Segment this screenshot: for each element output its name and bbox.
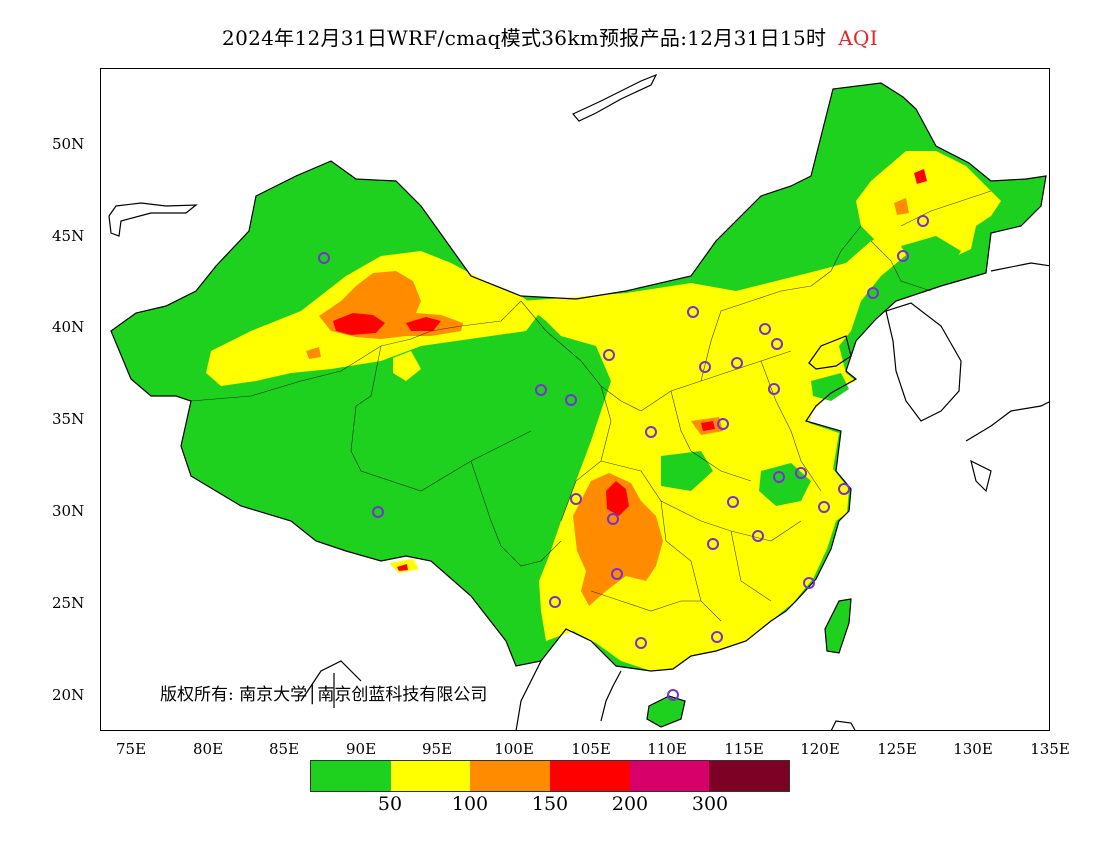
station-marker: [752, 530, 764, 542]
lat-tick-label: 45N: [52, 227, 85, 245]
region-orange-small-1: [306, 347, 321, 359]
station-marker: [607, 513, 619, 525]
station-marker: [535, 384, 547, 396]
region-red-northeast: [914, 169, 927, 184]
station-marker: [707, 538, 719, 550]
lon-tick-label: 90E: [345, 740, 377, 758]
aqi-map: [108, 73, 1049, 730]
coastlines: [108, 73, 1049, 730]
station-marker: [768, 383, 780, 395]
lon-tick-label: 80E: [192, 740, 224, 758]
station-marker: [687, 306, 699, 318]
station-marker: [773, 471, 785, 483]
legend-swatch-moderate: [390, 761, 471, 791]
region-green-patch-1: [759, 463, 811, 506]
region-red-xinjiang-1: [333, 313, 385, 335]
lat-tick-label: 20N: [52, 686, 85, 704]
station-marker: [838, 483, 850, 495]
legend-label: 150: [531, 793, 569, 815]
legend-swatch-usg: [470, 761, 551, 791]
station-markers: [318, 215, 929, 701]
region-orange-sichuan: [573, 473, 663, 606]
lon-tick-label: 125E: [877, 740, 917, 758]
copyright-text: 版权所有: 南京大学│南京创蓝科技有限公司: [160, 685, 488, 705]
station-marker: [645, 426, 657, 438]
map-frame: [100, 68, 1050, 731]
lon-tick-label: 105E: [571, 740, 611, 758]
station-marker: [917, 215, 929, 227]
legend-label: 100: [451, 793, 489, 815]
station-marker: [570, 493, 582, 505]
color-legend: [310, 760, 790, 792]
legend-swatch-hazardous: [709, 761, 790, 791]
station-marker: [727, 496, 739, 508]
lon-tick-label: 115E: [724, 740, 764, 758]
region-yellow-northeast: [856, 151, 1001, 261]
station-marker: [372, 506, 384, 518]
station-marker: [635, 637, 647, 649]
title-variable: AQI: [838, 26, 878, 50]
region-green-hainan: [647, 696, 685, 727]
station-marker: [771, 338, 783, 350]
lat-tick-label: 30N: [52, 502, 85, 520]
legend-label: 50: [377, 793, 403, 815]
province-borders: [190, 190, 992, 622]
lat-tick-label: 25N: [52, 594, 85, 612]
lat-tick-label: 50N: [52, 135, 85, 153]
title-text: 2024年12月31日WRF/cmaq模式36km预报产品:12月31日15时: [222, 26, 827, 50]
legend-swatch-good: [311, 761, 391, 791]
station-marker: [759, 323, 771, 335]
legend-swatch-very-unhealthy: [629, 761, 710, 791]
station-marker: [803, 577, 815, 589]
region-red-xinjiang-2: [406, 317, 441, 331]
station-marker: [731, 357, 743, 369]
region-yellow-tibet: [393, 351, 421, 381]
region-red-sichuan: [606, 481, 629, 516]
region-green-patch-3: [901, 236, 961, 273]
legend-label: 200: [611, 793, 649, 815]
region-red-sw: [397, 564, 408, 571]
region-green-patch-2: [661, 451, 713, 491]
station-marker: [897, 250, 909, 262]
station-marker: [717, 418, 729, 430]
station-marker: [699, 361, 711, 373]
region-green-patch-4: [811, 373, 849, 401]
map-title: 2024年12月31日WRF/cmaq模式36km预报产品:12月31日15时 A…: [0, 22, 1100, 51]
region-red-henan: [701, 421, 715, 431]
station-marker: [611, 568, 623, 580]
lon-tick-label: 100E: [494, 740, 534, 758]
lat-tick-label: 35N: [52, 410, 85, 428]
lon-tick-label: 130E: [953, 740, 993, 758]
lon-tick-label: 75E: [115, 740, 147, 758]
lon-tick-label: 95E: [421, 740, 453, 758]
station-marker: [565, 394, 577, 406]
station-marker: [603, 349, 615, 361]
lon-tick-label: 110E: [647, 740, 687, 758]
station-marker: [667, 689, 679, 701]
lat-tick-label: 40N: [52, 318, 85, 336]
station-marker: [549, 596, 561, 608]
legend-label: 300: [691, 793, 729, 815]
legend-swatch-unhealthy: [550, 761, 630, 791]
station-marker: [711, 631, 723, 643]
station-marker: [318, 252, 330, 264]
station-marker: [795, 467, 807, 479]
station-marker: [867, 287, 879, 299]
lon-tick-label: 120E: [800, 740, 840, 758]
lon-tick-label: 85E: [268, 740, 300, 758]
lon-tick-label: 135E: [1030, 740, 1070, 758]
region-green-taiwan: [825, 599, 851, 653]
station-marker: [818, 501, 830, 513]
region-orange-small-2: [894, 198, 909, 215]
